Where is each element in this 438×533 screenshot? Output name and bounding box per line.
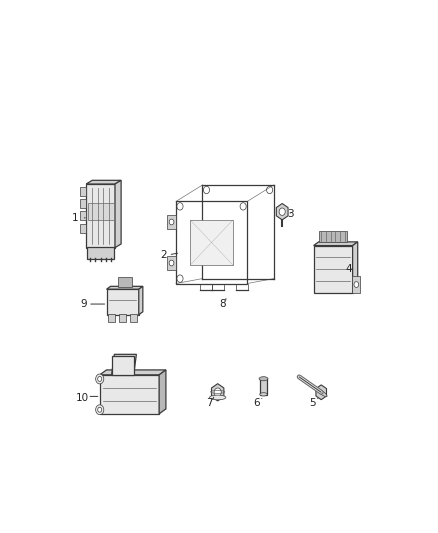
FancyBboxPatch shape bbox=[119, 314, 127, 322]
Text: 10: 10 bbox=[75, 393, 88, 403]
FancyBboxPatch shape bbox=[108, 314, 115, 322]
Polygon shape bbox=[86, 180, 121, 184]
Text: 8: 8 bbox=[219, 299, 226, 309]
Ellipse shape bbox=[209, 395, 226, 400]
Text: 1: 1 bbox=[72, 213, 78, 223]
Circle shape bbox=[177, 275, 183, 282]
FancyBboxPatch shape bbox=[80, 211, 86, 220]
Polygon shape bbox=[314, 242, 358, 246]
FancyBboxPatch shape bbox=[130, 314, 138, 322]
Circle shape bbox=[95, 374, 104, 384]
Circle shape bbox=[98, 407, 102, 412]
FancyBboxPatch shape bbox=[352, 276, 360, 293]
Ellipse shape bbox=[260, 393, 267, 396]
Ellipse shape bbox=[259, 377, 268, 381]
Polygon shape bbox=[190, 220, 233, 265]
Polygon shape bbox=[276, 204, 288, 220]
Ellipse shape bbox=[315, 388, 327, 397]
Text: 9: 9 bbox=[80, 299, 87, 309]
Circle shape bbox=[267, 186, 273, 193]
FancyBboxPatch shape bbox=[87, 247, 114, 259]
FancyBboxPatch shape bbox=[80, 199, 86, 208]
Polygon shape bbox=[139, 286, 143, 314]
Text: 7: 7 bbox=[206, 398, 212, 408]
Circle shape bbox=[169, 219, 174, 225]
FancyBboxPatch shape bbox=[167, 256, 176, 270]
Polygon shape bbox=[159, 370, 166, 414]
Circle shape bbox=[279, 208, 285, 215]
Polygon shape bbox=[353, 242, 358, 293]
Circle shape bbox=[98, 376, 102, 382]
FancyBboxPatch shape bbox=[260, 378, 267, 395]
Text: 6: 6 bbox=[254, 398, 260, 408]
Circle shape bbox=[177, 203, 183, 210]
Polygon shape bbox=[106, 289, 139, 314]
FancyBboxPatch shape bbox=[80, 187, 86, 196]
Polygon shape bbox=[314, 246, 353, 293]
FancyBboxPatch shape bbox=[319, 231, 347, 243]
Text: 5: 5 bbox=[309, 398, 316, 408]
Polygon shape bbox=[100, 370, 166, 375]
FancyBboxPatch shape bbox=[88, 203, 113, 220]
Polygon shape bbox=[115, 180, 121, 248]
Polygon shape bbox=[112, 357, 134, 375]
Text: 4: 4 bbox=[345, 264, 352, 274]
FancyBboxPatch shape bbox=[117, 277, 132, 287]
Text: 2: 2 bbox=[160, 250, 167, 260]
Circle shape bbox=[214, 388, 221, 397]
FancyBboxPatch shape bbox=[80, 224, 86, 232]
Polygon shape bbox=[86, 184, 115, 248]
Circle shape bbox=[95, 405, 104, 415]
Circle shape bbox=[169, 260, 174, 266]
Polygon shape bbox=[316, 385, 326, 400]
Circle shape bbox=[240, 203, 246, 210]
FancyBboxPatch shape bbox=[167, 215, 176, 229]
Polygon shape bbox=[106, 286, 143, 289]
Text: 3: 3 bbox=[287, 209, 294, 219]
Polygon shape bbox=[112, 354, 136, 375]
Circle shape bbox=[354, 281, 359, 287]
Polygon shape bbox=[100, 375, 159, 414]
Circle shape bbox=[203, 186, 209, 193]
Polygon shape bbox=[212, 384, 224, 401]
